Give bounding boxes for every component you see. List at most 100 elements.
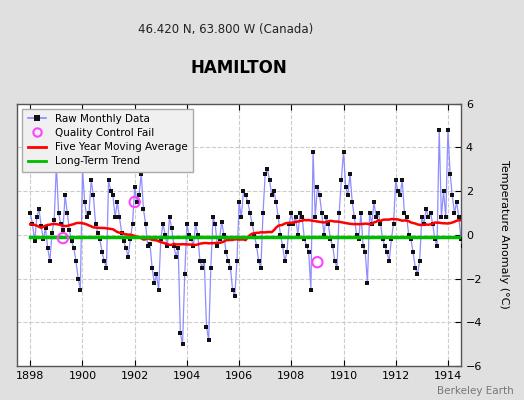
Point [335, 210, 343, 216]
Point [168, 225, 176, 232]
Point [26, 210, 35, 216]
Point [346, 170, 354, 177]
Point [413, 271, 422, 278]
Point [278, 242, 287, 249]
Point [157, 236, 165, 242]
Point [389, 221, 398, 227]
Point [259, 210, 267, 216]
Point [198, 264, 206, 271]
Point [204, 337, 213, 343]
Point [50, 216, 58, 223]
Point [431, 236, 439, 242]
Point [176, 330, 184, 336]
Point [253, 242, 261, 249]
Point [72, 258, 80, 264]
Point [296, 210, 304, 216]
Point [320, 232, 328, 238]
Point [361, 249, 369, 256]
Point [187, 236, 195, 242]
Point [183, 221, 191, 227]
Point [81, 199, 89, 205]
Point [298, 214, 307, 220]
Text: Berkeley Earth: Berkeley Earth [437, 386, 514, 396]
Point [141, 221, 150, 227]
Point [211, 221, 220, 227]
Point [405, 232, 413, 238]
Point [113, 199, 122, 205]
Point [385, 258, 394, 264]
Point [85, 210, 93, 216]
Point [215, 236, 224, 242]
Point [178, 341, 187, 348]
Point [422, 205, 430, 212]
Point [48, 230, 56, 236]
Point [46, 258, 54, 264]
Point [155, 286, 163, 293]
Point [322, 214, 330, 220]
Point [235, 199, 243, 205]
Point [440, 188, 448, 194]
Point [437, 214, 445, 220]
Point [196, 258, 204, 264]
Point [418, 214, 426, 220]
Point [233, 258, 241, 264]
Point [380, 242, 389, 249]
Point [59, 235, 67, 241]
Point [280, 258, 289, 264]
Point [383, 249, 391, 256]
Point [237, 214, 245, 220]
Point [326, 236, 335, 242]
Point [409, 249, 417, 256]
Point [442, 214, 450, 220]
Point [307, 286, 315, 293]
Point [285, 221, 293, 227]
Point [457, 236, 465, 242]
Point [357, 210, 365, 216]
Point [420, 221, 428, 227]
Point [35, 205, 43, 212]
Point [344, 192, 352, 199]
Point [30, 238, 39, 245]
Point [126, 236, 135, 242]
Point [402, 214, 411, 220]
Point [318, 210, 326, 216]
Point [74, 276, 82, 282]
Point [324, 221, 333, 227]
Point [135, 192, 143, 199]
Point [115, 214, 124, 220]
Point [291, 214, 300, 220]
Point [57, 221, 65, 227]
Point [435, 127, 443, 133]
Point [68, 238, 76, 245]
Point [91, 221, 100, 227]
Point [304, 249, 313, 256]
Point [228, 286, 237, 293]
Point [257, 264, 265, 271]
Point [427, 210, 435, 216]
Point [193, 232, 202, 238]
Point [244, 199, 252, 205]
Point [407, 236, 415, 242]
Point [455, 214, 463, 220]
Point [450, 210, 458, 216]
Point [355, 236, 363, 242]
Point [396, 192, 404, 199]
Point [276, 232, 285, 238]
Point [263, 166, 271, 172]
Point [302, 242, 311, 249]
Point [398, 177, 407, 183]
Point [206, 264, 215, 271]
Point [222, 249, 230, 256]
Point [130, 199, 139, 205]
Point [289, 221, 298, 227]
Point [315, 192, 324, 199]
Point [111, 214, 119, 220]
Point [465, 242, 474, 249]
Point [83, 214, 91, 220]
Point [374, 210, 383, 216]
Point [246, 210, 254, 216]
Point [387, 236, 396, 242]
Point [337, 177, 345, 183]
Point [250, 232, 258, 238]
Point [283, 249, 291, 256]
